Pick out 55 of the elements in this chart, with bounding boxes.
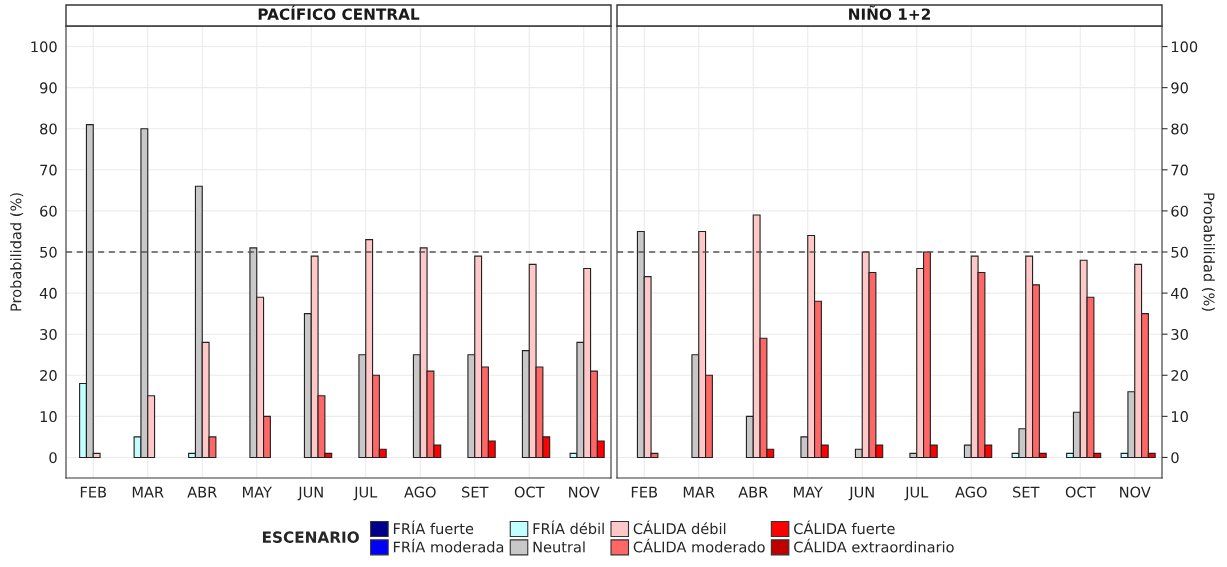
y-tick-label: 0 [49,452,57,464]
y-axis-title: Probabilidad (%) [1201,193,1215,311]
x-tick-label: ABR [187,486,217,498]
x-tick-label: MAY [794,486,823,498]
x-tick-label: JUL [353,486,378,501]
legend-label: CÁLIDA débil [633,520,726,535]
chart-title: PACÍFICO CENTRAL [258,5,420,20]
legend-label: FRÍA débil [533,520,604,535]
y-tick-label: 80 [40,123,57,135]
y-tick-label: 80 [1171,123,1188,135]
x-tick-label: JUN [848,486,874,501]
x-tick-label: AGO [955,486,987,498]
y-tick-label: 40 [39,287,57,299]
x-tick-label: MAR [683,486,715,498]
legend-label: FRÍA fuerte [393,520,474,535]
y-tick-label: 30 [1171,328,1188,340]
legend-label: CÁLIDA moderado [633,538,765,553]
x-tick-label: FEB [631,486,658,498]
x-tick-label: JUN [297,486,323,501]
x-tick-label: MAR [132,486,164,498]
y-tick-label: 70 [1171,164,1188,176]
x-tick-label: SET [1013,486,1040,498]
y-tick-label: 20 [40,369,57,382]
legend-label: Neutral [533,541,585,553]
x-tick-label: SET [462,486,489,498]
y-tick-label: 10 [40,411,57,423]
y-tick-label: 60 [40,205,57,217]
chart-title: NIÑO 1+2 [849,5,930,20]
legend-label: CÁLIDA extraordinario [794,538,954,553]
y-tick-label: 50 [1171,246,1188,258]
y-tick-label: 50 [40,246,57,258]
x-tick-label: ABR [738,486,768,498]
x-tick-label: OCT [514,486,545,498]
legend-title: ESCENARIO [262,531,359,543]
x-tick-label: JUL [904,486,929,501]
y-tick-label: 10 [1171,411,1188,423]
x-tick-label: NOV [1120,486,1151,498]
y-tick-label: 90 [40,82,57,94]
y-tick-label: 40 [1171,287,1188,299]
y-tick-label: 30 [40,328,57,340]
y-tick-label: 100 [31,41,57,53]
x-tick-label: MAY [243,486,272,498]
y-tick-label: 20 [1171,369,1188,382]
x-tick-label: AGO [404,486,436,498]
y-axis-title: Probabilidad (%) [10,193,24,311]
y-tick-label: 70 [40,164,57,176]
x-tick-label: FEB [80,486,107,498]
legend-label: FRÍA moderada [393,538,504,553]
y-tick-label: 90 [1171,82,1188,94]
y-tick-label: 100 [1171,41,1198,53]
x-tick-label: NOV [569,486,600,498]
y-tick-label: 0 [1171,452,1179,464]
legend-label: CÁLIDA fuerte [794,520,895,535]
x-tick-label: OCT [1065,486,1096,498]
y-tick-label: 60 [1171,205,1188,217]
